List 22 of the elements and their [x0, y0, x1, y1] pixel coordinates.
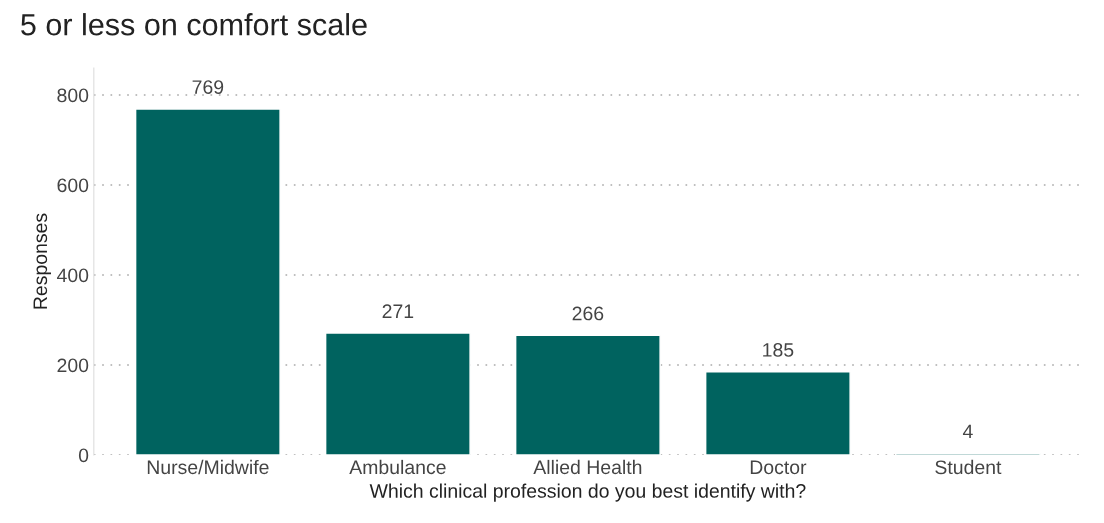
data-label: 266	[572, 306, 604, 321]
y-tick-label: 400	[56, 268, 89, 283]
x-tick-label: Allied Health	[533, 459, 642, 475]
y-axis-title: Responses	[33, 213, 51, 309]
bar	[514, 334, 661, 456]
x-tick-label: Doctor	[750, 460, 807, 475]
x-tick-label: Nurse/Midwife	[147, 459, 269, 475]
data-label: 769	[192, 80, 224, 94]
y-tick-label: 200	[57, 358, 89, 373]
x-tick-label: Ambulance	[349, 459, 446, 475]
data-label: 271	[382, 304, 414, 318]
bar	[704, 371, 851, 456]
y-tick-label: 600	[57, 178, 89, 193]
x-axis-title: Which clinical profession do you best identify with?	[369, 483, 806, 502]
y-tick-label: 800	[57, 88, 89, 103]
bar	[134, 108, 281, 456]
data-label: 4	[962, 424, 973, 439]
bar	[324, 332, 471, 456]
y-tick-label: 0	[78, 448, 89, 463]
x-tick-label: Student	[935, 459, 1002, 475]
chart-title: 5 or less on comfort scale	[21, 13, 367, 36]
data-label: 185	[763, 343, 794, 357]
